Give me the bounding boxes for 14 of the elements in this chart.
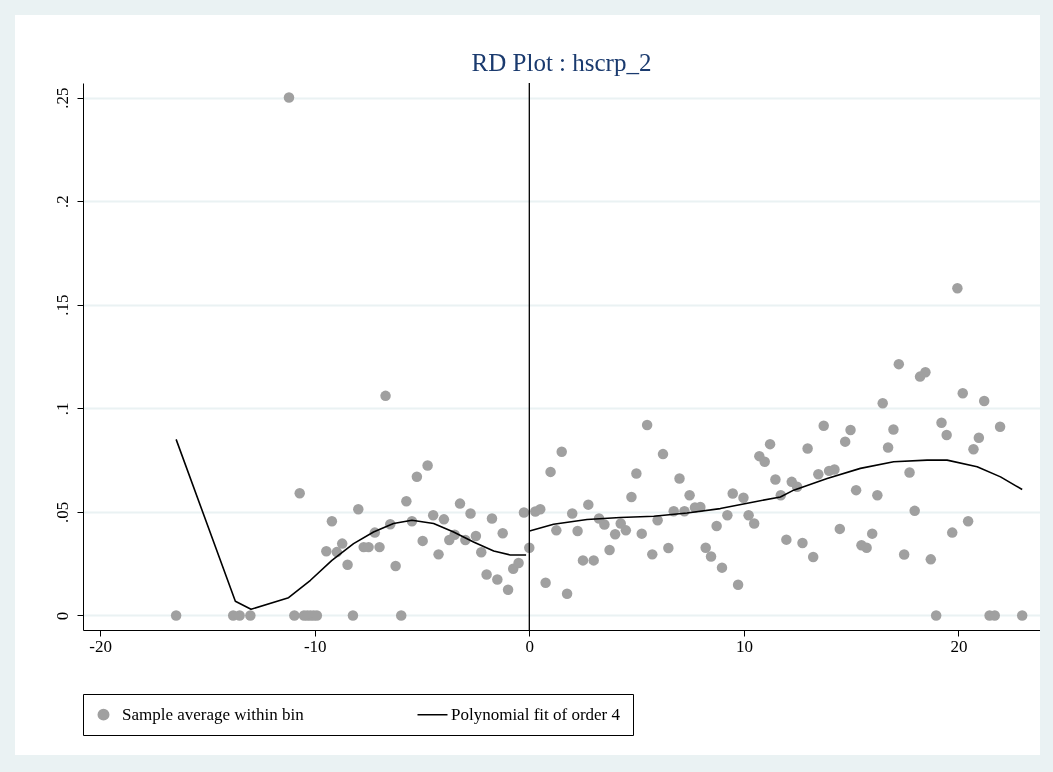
x-tick-label: 20: [950, 636, 968, 656]
x-tick-label: 10: [735, 636, 753, 656]
y-tick-label: .2: [52, 195, 72, 208]
y-tick-label: .15: [52, 294, 72, 316]
y-tick-label: .25: [52, 87, 72, 109]
y-tick-label: 0: [52, 611, 72, 621]
legend-label: Sample average within bin: [122, 704, 305, 724]
y-tick-label: .1: [52, 402, 72, 416]
legend-label: Polynomial fit of order 4: [451, 704, 621, 724]
x-tick-label: -20: [89, 636, 112, 656]
y-tick-label: .05: [52, 501, 72, 524]
x-tick-label: 0: [525, 636, 535, 656]
x-tick-label: -10: [303, 636, 327, 656]
chart-title: RD Plot : hscrp_2: [471, 49, 652, 77]
